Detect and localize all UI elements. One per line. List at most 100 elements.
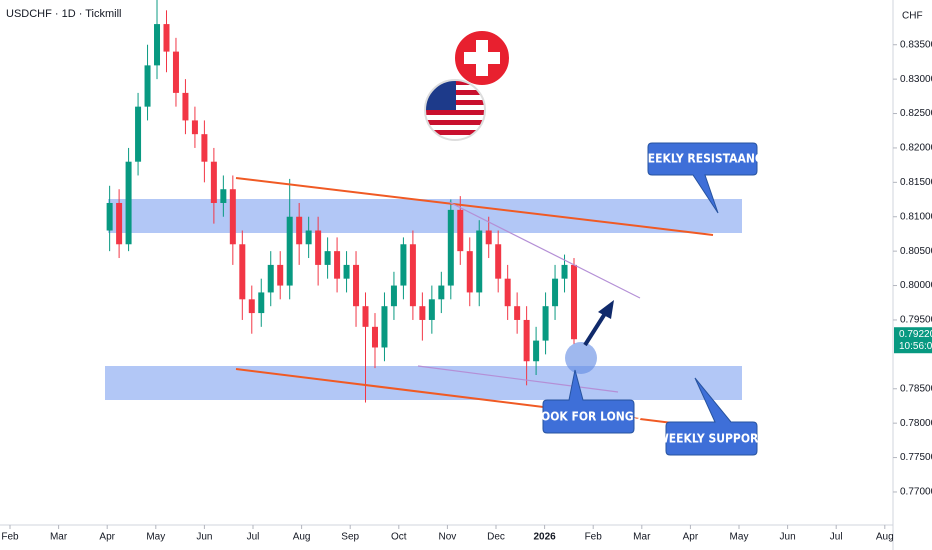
candle-body — [324, 251, 331, 265]
candle-body — [485, 230, 492, 245]
candle-body — [400, 244, 407, 286]
annotation: WEEKLY SUPPORT — [657, 432, 766, 446]
candle-body — [258, 292, 265, 314]
x-tick-label: Dec — [487, 532, 505, 543]
trend-line — [235, 177, 714, 236]
candle-body — [220, 189, 227, 203]
candle-body — [286, 216, 293, 286]
candle-body — [457, 209, 464, 252]
candle-body — [571, 264, 578, 340]
candle-body — [495, 244, 502, 279]
arrow — [583, 310, 608, 347]
x-tick-label: Jul — [247, 532, 260, 543]
candle-body — [116, 202, 123, 245]
candle-body — [182, 92, 189, 121]
annotation: LOOK FOR LONGS — [535, 410, 642, 424]
candle-body — [210, 161, 217, 203]
candle-body — [409, 244, 416, 307]
candle-body — [106, 202, 113, 231]
candle-body — [267, 264, 274, 293]
support-zone — [105, 366, 742, 400]
candle-body — [362, 306, 369, 327]
candle-body — [552, 278, 559, 307]
candle-body — [542, 306, 549, 341]
chart-title: USDCHF · 1D · Tickmill — [6, 8, 122, 20]
x-tick-label: Oct — [391, 532, 407, 543]
candle-body — [334, 251, 341, 279]
candle-body — [201, 134, 208, 162]
swiss-cross — [464, 52, 500, 64]
candle-body — [447, 209, 454, 286]
drawings — [235, 177, 714, 429]
us-flag — [425, 80, 485, 140]
x-tick-label: Sep — [341, 532, 359, 543]
candle-body — [514, 306, 521, 320]
x-tick-label: Jul — [830, 532, 843, 543]
x-tick-label: May — [146, 532, 165, 543]
candle-body — [476, 230, 483, 293]
candle-body — [135, 106, 142, 162]
candle-body — [172, 51, 179, 93]
countdown: 10:56:07 — [899, 341, 932, 352]
us-flag-border — [424, 79, 486, 141]
x-tick-label: Aug — [876, 532, 894, 543]
x-tick-label: Feb — [585, 532, 603, 543]
x-tick-label: Mar — [50, 532, 68, 543]
last-price-label: 0.79220 — [899, 329, 932, 340]
candle-body — [191, 120, 198, 135]
x-tick-label: Mar — [633, 532, 651, 543]
x-tick-label: Apr — [99, 532, 115, 543]
callouts: WEEKLY RESISTAANCE LOOK FOR LONGS WEEKLY… — [535, 142, 770, 456]
x-tick-label: Jun — [196, 532, 212, 543]
candle-body — [371, 326, 378, 348]
arrow-head — [598, 300, 614, 319]
candle-body — [144, 65, 151, 107]
callout-box — [647, 142, 758, 214]
candle-body — [343, 264, 350, 279]
candle-body — [239, 244, 246, 300]
x-tick-label: Apr — [683, 532, 699, 543]
candle-body — [428, 299, 435, 320]
candle-body — [353, 264, 360, 307]
candle-body — [438, 285, 445, 300]
candle-body — [523, 319, 530, 362]
candle-body — [419, 306, 426, 320]
candles — [106, 0, 578, 403]
candle-body — [390, 285, 397, 307]
currency: CHF — [902, 11, 923, 22]
y-tick-label: 0.83500 — [900, 39, 932, 50]
candle-body — [466, 251, 473, 293]
candle-body — [163, 24, 170, 52]
callout-box — [665, 377, 758, 456]
trend-line — [417, 365, 619, 393]
x-tick-label: Nov — [439, 532, 457, 543]
annotation: WEEKLY RESISTAANCE — [636, 152, 770, 166]
candle-body — [296, 216, 303, 245]
trend-line — [448, 201, 641, 299]
candle-body — [154, 24, 161, 66]
candle-body — [248, 299, 255, 314]
x-tick-label: Aug — [293, 532, 311, 543]
candle-body — [533, 340, 540, 362]
candle-body — [381, 306, 388, 348]
candle-body — [561, 264, 568, 279]
candle-body — [504, 278, 511, 307]
last-price-tag — [894, 327, 932, 354]
candle-body — [229, 189, 236, 245]
x-tick-label: Feb — [1, 532, 19, 543]
candle-body — [277, 264, 284, 286]
x-tick-label: 2026 — [533, 532, 556, 543]
